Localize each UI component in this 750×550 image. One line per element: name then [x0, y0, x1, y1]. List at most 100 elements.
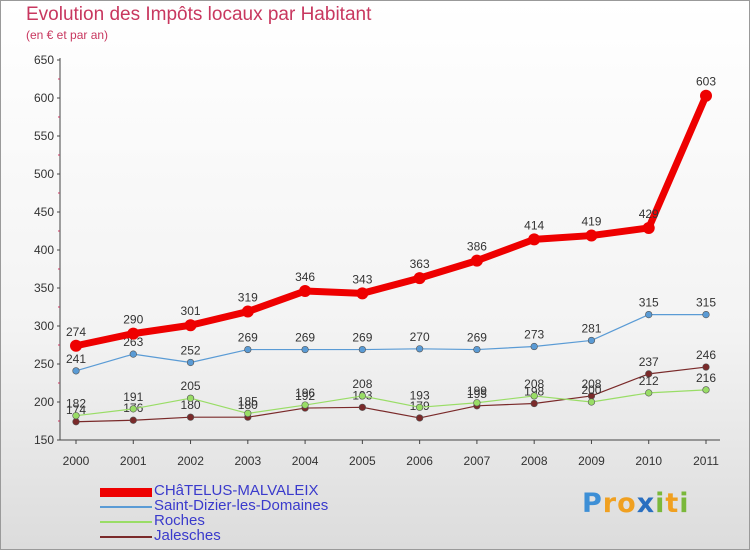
data-point: [301, 401, 309, 409]
data-point: [186, 394, 195, 402]
data-label: 208: [352, 377, 372, 391]
data-label: 182: [66, 397, 86, 411]
data-label: 191: [123, 390, 143, 404]
data-label: 263: [123, 335, 143, 349]
data-label: 196: [295, 386, 315, 400]
data-label: 273: [524, 328, 544, 342]
legend-swatch: [100, 487, 152, 497]
data-label: 269: [467, 331, 487, 345]
x-tick-label: 2001: [120, 454, 147, 468]
data-label: 281: [581, 321, 601, 335]
data-point: [416, 414, 424, 422]
data-label: 386: [467, 240, 487, 254]
data-label: 363: [410, 257, 430, 271]
y-tick-label: 150: [34, 433, 54, 447]
legend-swatch: [100, 506, 152, 508]
data-label: 429: [639, 207, 659, 221]
x-tick-label: 2008: [521, 454, 548, 468]
y-tick-label: 500: [34, 167, 54, 181]
data-point: [585, 229, 598, 242]
y-tick-label: 550: [34, 129, 54, 143]
logo-letter: t: [665, 488, 680, 519]
logo-letter: P: [582, 488, 603, 519]
data-label: 200: [581, 383, 601, 397]
data-point: [702, 311, 710, 319]
logo-letter: x: [636, 488, 656, 519]
data-point: [358, 403, 366, 411]
legend-label: Saint-Dizier-les-Domaines: [154, 497, 329, 514]
data-label: 274: [66, 325, 86, 339]
data-point: [129, 416, 137, 424]
series-line: [75, 366, 707, 423]
data-point: [416, 403, 424, 411]
data-label: 343: [352, 272, 372, 286]
y-tick-label: 400: [34, 243, 54, 257]
data-point: [186, 413, 195, 421]
data-point: [129, 350, 137, 358]
data-point: [473, 399, 481, 407]
data-label: 208: [524, 377, 544, 391]
data-point: [358, 345, 366, 354]
chart-title: Evolution des Impôts locaux par Habitant: [26, 4, 372, 25]
data-label: 193: [410, 388, 430, 402]
data-label: 199: [467, 384, 487, 398]
data-point: [184, 319, 197, 332]
data-label: 237: [639, 355, 659, 369]
legend-swatch: [100, 536, 152, 538]
logo-letter: r: [602, 488, 618, 519]
data-label: 270: [410, 330, 430, 344]
data-label: 319: [238, 291, 258, 305]
data-point: [642, 221, 655, 234]
x-tick-label: 2009: [578, 454, 605, 468]
data-point: [358, 392, 366, 400]
data-label: 185: [238, 394, 258, 408]
data-label: 180: [181, 398, 201, 412]
data-label: 208: [581, 377, 601, 391]
data-point: [700, 89, 712, 102]
logo-letter: i: [655, 488, 666, 519]
data-label: 269: [295, 331, 315, 345]
data-label: 301: [181, 304, 201, 318]
data-point: [72, 418, 80, 426]
data-label: 195: [467, 387, 487, 401]
y-tick-label: 200: [34, 395, 54, 409]
data-point: [186, 358, 195, 367]
data-label: 414: [524, 218, 544, 232]
data-point: [413, 272, 426, 285]
data-label: 603: [696, 75, 716, 89]
y-tick-label: 350: [34, 281, 54, 295]
data-label: 246: [696, 348, 716, 362]
data-label: 290: [123, 313, 143, 327]
data-label: 252: [181, 343, 201, 357]
data-label: 192: [295, 389, 315, 403]
proxiti-logo: Proxiti: [582, 488, 690, 519]
x-tick-label: 2004: [292, 454, 319, 468]
data-point: [645, 389, 653, 397]
data-point: [587, 336, 596, 345]
data-point: [72, 412, 80, 420]
data-point: [702, 363, 710, 371]
y-tick-label: 300: [34, 319, 54, 333]
y-tick-label: 650: [34, 53, 54, 67]
data-label: 315: [696, 296, 716, 310]
chart-subtitle: (en € et par an): [26, 28, 109, 42]
legend-swatch: [100, 521, 152, 523]
data-point: [530, 399, 538, 408]
x-tick-label: 2007: [464, 454, 491, 468]
data-point: [127, 327, 140, 340]
data-point: [241, 305, 254, 318]
data-point: [645, 311, 653, 319]
x-tick-label: 2010: [635, 454, 662, 468]
data-point: [70, 339, 82, 352]
data-label: 205: [181, 379, 201, 393]
data-point: [530, 392, 538, 400]
data-point: [470, 254, 483, 267]
data-point: [301, 345, 309, 354]
data-point: [645, 370, 653, 378]
y-tick-label: 250: [34, 357, 54, 371]
data-label: 241: [66, 352, 86, 366]
y-tick-label: 600: [34, 91, 54, 105]
data-label: 269: [352, 331, 372, 345]
data-point: [299, 285, 312, 298]
x-tick-label: 2000: [63, 454, 90, 468]
